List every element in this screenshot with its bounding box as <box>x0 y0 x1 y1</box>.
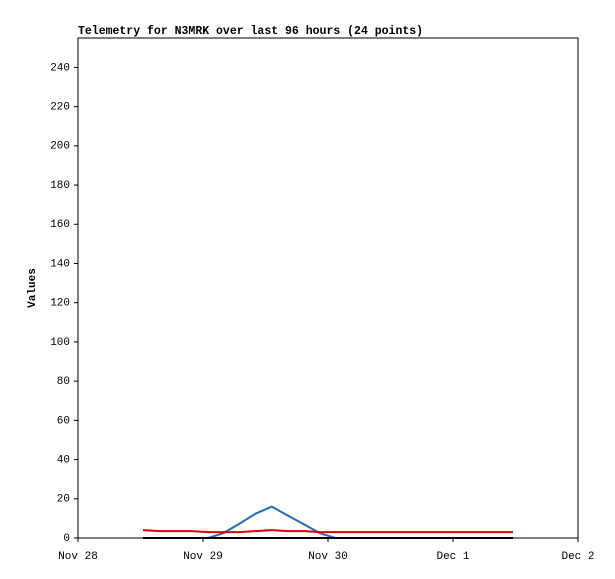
y-tick-label: 100 <box>50 337 70 349</box>
x-tick-label: Nov 29 <box>183 551 223 563</box>
x-tick-label: Dec 1 <box>436 551 469 563</box>
y-tick-label: 240 <box>50 62 70 74</box>
y-tick-label: 60 <box>57 415 70 427</box>
y-tick-label: 40 <box>57 454 70 466</box>
y-tick-label: 0 <box>63 533 70 545</box>
data-line <box>143 505 513 539</box>
data-line <box>142 529 513 534</box>
y-tick-label: 20 <box>57 494 70 506</box>
y-tick-label: 200 <box>50 141 70 153</box>
y-tick-label: 160 <box>50 219 70 231</box>
chart-title: Telemetry for N3MRK over last 96 hours (… <box>78 25 423 38</box>
x-tick-label: Nov 28 <box>58 551 98 563</box>
y-tick-label: 80 <box>57 376 70 388</box>
y-axis-label: Values <box>27 268 39 308</box>
y-tick-label: 180 <box>50 180 70 192</box>
y-tick-label: 220 <box>50 102 70 114</box>
y-tick-label: 140 <box>50 258 70 270</box>
plot-frame <box>77 37 579 539</box>
x-tick-label: Dec 2 <box>561 551 594 563</box>
y-tick-label: 120 <box>50 298 70 310</box>
x-tick-label: Nov 30 <box>308 551 348 563</box>
